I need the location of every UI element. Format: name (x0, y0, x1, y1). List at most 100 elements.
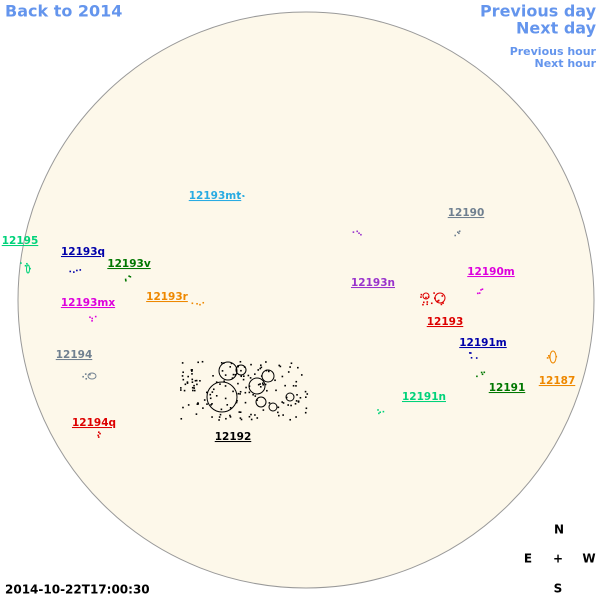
sunspot (211, 403, 213, 405)
sunspot (229, 416, 232, 418)
sunspot (180, 389, 182, 391)
sunspot (191, 302, 194, 305)
sunspot (99, 432, 101, 435)
sunspot (85, 377, 88, 380)
sunspot (239, 360, 242, 363)
sunspot-outline (285, 392, 295, 402)
sunspot (129, 275, 132, 278)
compass-center: + (553, 552, 563, 566)
solar-disk (17, 11, 595, 589)
sunspot (305, 407, 308, 410)
sunspot (89, 373, 91, 376)
next-hour-link[interactable]: Next hour (535, 57, 597, 70)
sunspot (206, 403, 208, 405)
sunspot (221, 370, 224, 372)
sunspot (212, 388, 215, 391)
sunspot (69, 270, 72, 273)
sunspot (91, 317, 94, 320)
sunspot (284, 384, 286, 387)
sunspot (76, 269, 78, 272)
sunspot (248, 391, 251, 394)
previous-day-link[interactable]: Previous day (480, 2, 597, 21)
sunspot (426, 303, 429, 306)
sunspot (196, 383, 198, 386)
sunspot (232, 373, 235, 376)
sunspot (260, 366, 263, 369)
sunspot (229, 407, 232, 409)
sunspot (254, 373, 256, 375)
sunspot (277, 411, 279, 414)
sunspot (125, 279, 127, 282)
sunspot (425, 296, 427, 299)
sunspot (360, 233, 362, 236)
sunspot (379, 411, 382, 414)
next-day-link[interactable]: Next day (516, 19, 597, 38)
sunspot (458, 232, 460, 235)
sunspot (470, 352, 472, 354)
sunspot (191, 386, 194, 389)
sunspot (230, 362, 233, 365)
sunspot (470, 356, 473, 359)
sunspot (378, 412, 380, 415)
sunspot (244, 401, 247, 404)
sunspot (436, 300, 439, 302)
sunspot (305, 396, 307, 398)
sunspot (206, 391, 208, 394)
region-label: 12193q (61, 246, 105, 258)
sunspot (481, 288, 484, 291)
sunspot-outline (87, 372, 97, 380)
sunspot (223, 380, 225, 382)
sunspot (193, 384, 195, 387)
sunspot (218, 419, 220, 421)
sunspot (278, 414, 280, 417)
sunspot (382, 410, 385, 413)
sunspot (180, 417, 183, 420)
sunspot (458, 230, 461, 233)
sunspot (218, 416, 221, 418)
sunspot (181, 375, 184, 377)
sunspot (297, 401, 300, 403)
sunspot (259, 385, 262, 388)
sunspot (209, 397, 212, 400)
previous-hour-link[interactable]: Previous hour (510, 45, 597, 58)
sunspot-outline (434, 292, 446, 304)
sunspot (260, 364, 262, 367)
sunspot (259, 367, 262, 370)
sunspot (97, 436, 100, 438)
sunspot (422, 303, 424, 306)
sunspot (261, 382, 264, 385)
sunspot (237, 392, 240, 395)
sunspot (238, 411, 241, 413)
sunspot (282, 414, 284, 416)
sunspot-outline (26, 264, 30, 274)
sunspot-outline (268, 402, 278, 412)
region-label: 12191m (459, 337, 507, 349)
sunspot (191, 373, 193, 375)
sunspot (281, 401, 284, 403)
region-label: 12195 (2, 235, 39, 247)
sunspot (184, 383, 187, 386)
sunspot (282, 402, 285, 404)
region-label: 12193mt (189, 190, 242, 202)
sunspot (440, 303, 443, 306)
sunspot (187, 404, 190, 406)
sunspot (180, 387, 182, 389)
sunspot (219, 383, 221, 385)
sunspot (224, 374, 227, 376)
sunspot (433, 292, 435, 294)
sunspot-outline (248, 377, 266, 395)
sunspot (481, 373, 484, 376)
sunspot (250, 413, 252, 416)
sunspot (249, 377, 252, 379)
sunspot (197, 361, 199, 364)
sunspot (287, 371, 290, 373)
sunspot (266, 389, 268, 392)
compass-south: S (554, 582, 563, 596)
sunspot (250, 363, 252, 366)
sunspot (209, 393, 212, 396)
sunspot (295, 416, 297, 418)
back-link[interactable]: Back to 2014 (5, 2, 122, 21)
region-label: 12193n (351, 277, 395, 289)
region-label: 12191n (402, 391, 446, 403)
